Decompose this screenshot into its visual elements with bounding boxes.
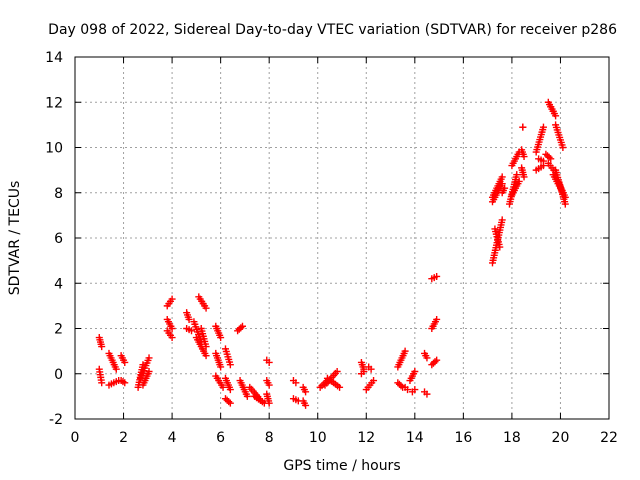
data-point [238,322,246,330]
data-point [360,367,368,375]
data-point [226,361,234,369]
tick-layer: 0 2 4 6 8 10 12 14 16 18 20 22 -2 0 2 4 6 8 10 12 14 [45,50,618,446]
data-point [292,379,300,387]
data-point [545,153,553,161]
data-point [404,386,412,394]
data-point [145,354,153,362]
data-point [433,272,441,280]
data-point [561,200,569,208]
data-point [552,112,560,120]
data-point [515,177,523,185]
y-tick-label: -2 [49,412,63,428]
data-point [217,363,225,371]
data-point [336,383,344,391]
data-point [302,388,310,396]
data-point [243,392,251,400]
y-tick-label: 6 [54,231,63,247]
x-tick-label: 8 [265,430,274,446]
data-point [185,315,193,323]
data-point [226,399,234,407]
data-point [265,358,273,366]
y-tick-label: 0 [54,367,63,383]
x-tick-label: 14 [406,430,424,446]
data-point [370,377,378,385]
data-point [519,123,527,131]
data-point [225,398,233,406]
x-tick-label: 0 [71,430,80,446]
y-tick-label: 2 [54,322,63,338]
x-tick-label: 18 [503,430,521,446]
x-tick-label: 10 [309,430,327,446]
data-point [121,379,129,387]
data-point [520,153,528,161]
y-tick-label: 12 [45,95,63,111]
data-point [367,365,375,373]
data-point [302,401,310,409]
y-tick-label: 10 [45,141,63,157]
data-point [411,386,419,394]
data-point [202,352,210,360]
data-point [265,381,273,389]
data-point [433,356,441,364]
data-point [168,295,176,303]
data-point [226,386,234,394]
x-tick-label: 6 [216,430,225,446]
data-point [539,123,547,131]
data-point [265,399,273,407]
data-point [112,365,120,373]
data-point [498,173,506,181]
data-point [423,390,431,398]
y-tick-label: 8 [54,186,63,202]
grid-layer [75,57,609,419]
data-point [498,216,506,224]
data-point [423,354,431,362]
data-point [561,193,569,201]
chart-title: Day 098 of 2022, Sidereal Day-to-day VTE… [48,22,617,38]
data-point [547,155,555,163]
data-point [98,343,106,351]
data-point [237,324,245,332]
data-point [433,315,441,323]
data-point [202,304,210,312]
x-tick-label: 2 [119,430,128,446]
data-point [501,184,509,192]
x-tick-label: 16 [454,430,472,446]
x-tick-label: 12 [357,430,375,446]
data-point [539,162,547,170]
data-point [513,171,521,179]
y-tick-label: 14 [45,50,63,66]
data-point [188,327,196,335]
data-point [520,173,528,181]
data-point [401,347,409,355]
data-point [333,367,341,375]
data-point [121,358,129,366]
y-tick-label: 4 [54,276,63,292]
x-tick-label: 20 [552,430,570,446]
x-tick-label: 4 [168,430,177,446]
y-axis-label: SDTVAR / TECUs [7,181,23,296]
data-point [217,334,225,342]
data-point [397,382,405,390]
points-layer [95,98,569,409]
x-tick-label: 22 [600,430,618,446]
data-point [496,243,504,251]
data-point [202,343,210,351]
data-point [168,325,176,332]
x-axis-label: GPS time / hours [283,458,400,474]
data-point [431,358,439,366]
data-point [168,334,176,342]
data-point [145,367,153,375]
data-point [411,367,419,375]
data-point [98,379,106,387]
data-point [219,383,227,391]
data-point [559,144,567,151]
